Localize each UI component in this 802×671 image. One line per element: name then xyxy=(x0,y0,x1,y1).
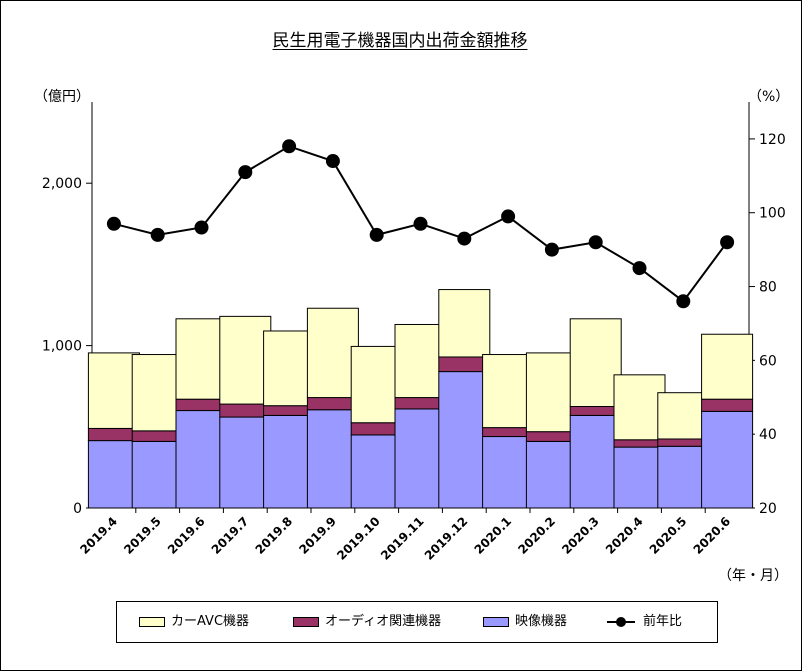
x-category-label: 2020.3 xyxy=(559,514,602,557)
legend-label-video: 映像機器 xyxy=(515,614,568,629)
bar-segment-2 xyxy=(131,354,184,432)
x-category-label: 2019.9 xyxy=(296,514,339,557)
bar-segment-2 xyxy=(569,318,622,407)
yoy-point xyxy=(369,227,384,242)
x-category-label: 2019.6 xyxy=(165,514,208,557)
legend-label-yoy: 前年比 xyxy=(643,614,683,629)
bar-segment-2 xyxy=(657,392,710,440)
x-category-label: 2019.10 xyxy=(334,514,383,563)
legend-label-car-avc: カーAVC機器 xyxy=(171,614,250,629)
x-category-label: 2020.5 xyxy=(647,514,690,557)
bar-segment-0 xyxy=(350,434,403,509)
bar-segment-0 xyxy=(613,446,666,509)
right-tick-label: 100 xyxy=(759,206,786,222)
bar-segment-2 xyxy=(525,352,578,433)
bar-segment-2 xyxy=(219,315,272,405)
x-category-label: 2020.2 xyxy=(515,514,558,557)
bar-segment-2 xyxy=(350,345,403,424)
bar-segment-2 xyxy=(87,352,140,429)
bar-segment-0 xyxy=(219,416,272,509)
legend-swatch-video xyxy=(483,617,509,627)
yoy-point xyxy=(106,216,121,231)
legend-label-audio: オーディオ関連機器 xyxy=(325,614,442,629)
legend: カーAVC機器 オーディオ関連機器 映像機器 前年比 xyxy=(116,601,718,643)
bar-segment-0 xyxy=(263,414,316,509)
yoy-point xyxy=(238,165,253,180)
yoy-point xyxy=(282,139,297,154)
right-tick-label: 40 xyxy=(759,427,777,443)
left-tick-label: 2,000 xyxy=(42,176,82,192)
left-axis-unit: （億円） xyxy=(34,89,90,105)
yoy-point xyxy=(325,154,340,169)
x-category-label: 2019.5 xyxy=(121,514,164,557)
yoy-point xyxy=(413,216,428,231)
x-category-label: 2020.1 xyxy=(472,514,515,557)
bar-segment-2 xyxy=(613,374,666,441)
legend-swatch-car-avc xyxy=(139,617,165,627)
bar-segment-2 xyxy=(701,333,754,400)
bar-segment-0 xyxy=(438,371,491,509)
yoy-point xyxy=(501,209,516,224)
bar-segment-2 xyxy=(482,354,535,429)
bar-segment-2 xyxy=(438,289,491,358)
yoy-point xyxy=(632,261,647,276)
bar-segment-0 xyxy=(394,408,447,509)
x-category-label: 2020.4 xyxy=(603,514,646,557)
bar-segment-2 xyxy=(394,323,447,399)
bar-segment-0 xyxy=(175,410,228,509)
yoy-point xyxy=(150,227,165,242)
yoy-point xyxy=(720,235,735,250)
x-category-label: 2019.8 xyxy=(253,514,296,557)
x-category-label: 2019.11 xyxy=(378,514,427,563)
yoy-point xyxy=(588,235,603,250)
legend-swatch-audio xyxy=(293,617,319,627)
yoy-point xyxy=(194,220,209,235)
bar-segment-2 xyxy=(306,307,359,399)
right-tick-label: 20 xyxy=(759,501,777,517)
yoy-point xyxy=(544,242,559,257)
yoy-point xyxy=(676,294,691,309)
chart-title: 民生用電子機器国内出荷金額推移 xyxy=(272,31,528,51)
x-category-label: 2019.4 xyxy=(77,514,120,557)
bar-segment-0 xyxy=(482,436,535,509)
left-tick-label: 0 xyxy=(73,501,82,517)
yoy-point xyxy=(457,231,472,246)
bar-segment-0 xyxy=(701,410,754,509)
bar-segment-2 xyxy=(175,318,228,400)
bar-segment-1 xyxy=(701,398,754,412)
x-axis-unit: （年・月） xyxy=(718,568,788,584)
legend-line-key xyxy=(607,617,635,627)
right-tick-label: 60 xyxy=(759,353,777,369)
right-tick-label: 80 xyxy=(759,280,777,296)
x-category-label: 2019.7 xyxy=(209,514,252,557)
x-category-label: 2019.12 xyxy=(422,514,471,563)
left-tick-label: 1,000 xyxy=(42,339,82,355)
x-category-label: 2020.6 xyxy=(691,514,734,557)
right-axis-unit: （%） xyxy=(748,89,790,105)
right-tick-label: 120 xyxy=(759,132,786,148)
bar-segment-2 xyxy=(263,330,316,407)
